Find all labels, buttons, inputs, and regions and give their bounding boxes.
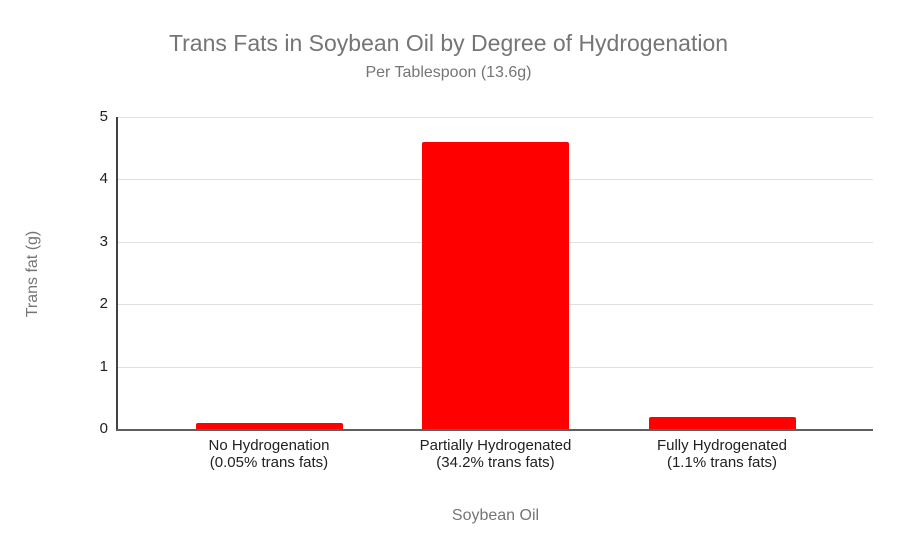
x-category-name: Partially Hydrogenated	[419, 437, 572, 454]
x-category-note: (34.2% trans fats)	[436, 454, 555, 471]
y-tick-label: 2	[99, 295, 108, 313]
chart-subtitle: Per Tablespoon (13.6g)	[365, 64, 532, 81]
gridline	[118, 117, 873, 118]
x-category-name: Fully Hydrogenated	[656, 437, 788, 454]
x-category-note: (1.1% trans fats)	[666, 454, 778, 471]
x-axis-title: Soybean Oil	[451, 507, 540, 524]
y-tick-label: 4	[99, 170, 108, 188]
x-category-label: Fully Hydrogenated (1.1% trans fats)	[602, 437, 842, 471]
x-category-label: No Hydrogenation (0.05% trans fats)	[149, 437, 389, 471]
chart-title: Trans Fats in Soybean Oil by Degree of H…	[168, 30, 729, 56]
y-tick-label: 5	[99, 108, 108, 125]
y-axis-line	[116, 117, 118, 431]
bar-2[interactable]	[422, 142, 569, 429]
x-category-label: Partially Hydrogenated (34.2% trans fats)	[376, 437, 616, 471]
x-category-note: (0.05% trans fats)	[209, 454, 329, 471]
x-axis-baseline	[116, 429, 873, 431]
plot-area	[118, 117, 873, 429]
bar-1[interactable]	[195, 423, 343, 429]
y-tick-label: 0	[99, 420, 108, 437]
y-tick-label: 1	[99, 357, 108, 375]
x-category-name: No Hydrogenation	[208, 437, 330, 454]
bar-3[interactable]	[648, 417, 796, 429]
y-tick-label: 3	[99, 232, 108, 250]
x-axis-category-labels: No Hydrogenation (0.05% trans fats) Partia…	[118, 437, 873, 477]
y-axis-tick-labels: 0 1 2 3 4 5	[0, 108, 108, 437]
